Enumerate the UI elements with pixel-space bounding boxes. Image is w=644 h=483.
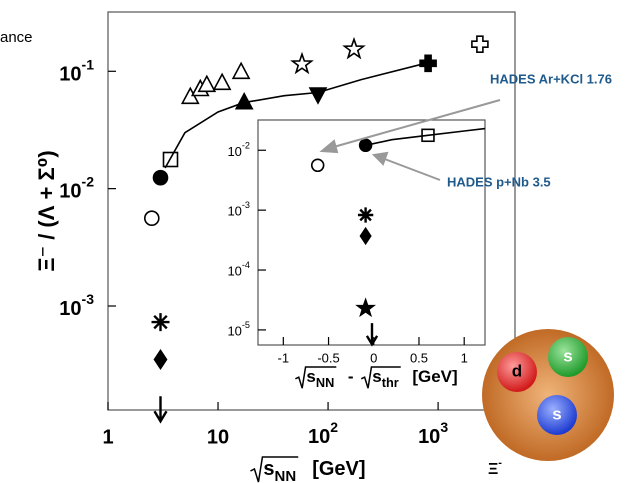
particle-diagram: d s s Ξ- xyxy=(482,329,614,478)
x-tick-label: -0.5 xyxy=(317,350,339,365)
page: { "fragment": "ance", "chart_data": [ { … xyxy=(0,0,644,483)
x-label-sub: NN xyxy=(275,468,297,483)
y-tick-label: 10-3 xyxy=(59,291,94,321)
x-axis-label: [GeV] xyxy=(412,367,457,386)
x-axis-label: sNN xyxy=(263,458,296,483)
figure: ance 10-310-210-1110102103sNN[GeV]Ξ⁻ / (… xyxy=(0,0,644,483)
tick-base: 10 xyxy=(418,426,440,448)
tick-base: 10 xyxy=(227,264,241,279)
particle-label: Ξ- xyxy=(488,457,502,478)
annotation: HADES p+Nb 3.5 xyxy=(447,174,551,189)
y-tick-label: 10-2 xyxy=(59,173,94,203)
x-tick-label: 1 xyxy=(102,426,113,448)
x-tick-label: 1 xyxy=(461,350,468,365)
y-tick-label: 10-1 xyxy=(59,56,94,86)
x-label-text: [GeV] xyxy=(412,367,457,386)
tick-exponent: -2 xyxy=(242,141,250,151)
x-tick-label: -1 xyxy=(278,350,290,365)
x-tick-label: 103 xyxy=(418,419,448,449)
tick-base: 10 xyxy=(227,204,241,219)
x-label-text: - xyxy=(348,367,354,386)
baryon xyxy=(482,329,614,461)
x-label-text: s xyxy=(263,458,274,480)
tick-base: 10 xyxy=(59,181,81,203)
tick-exponent: 2 xyxy=(330,419,338,435)
quark-label: s xyxy=(552,404,561,423)
x-axis-label: - xyxy=(348,367,354,386)
tick-base: 10 xyxy=(59,64,81,86)
quark-label: s xyxy=(563,346,572,365)
tick-base: 10 xyxy=(227,324,241,339)
annotation: HADES Ar+KCl 1.76 xyxy=(490,71,612,86)
x-tick-label: 10 xyxy=(207,426,229,448)
x-label-sub: thr xyxy=(382,375,399,390)
x-label-text: [GeV] xyxy=(312,458,365,480)
tick-exponent: -3 xyxy=(82,291,95,307)
cropped-text: ance xyxy=(0,29,33,46)
particle-charge: - xyxy=(498,457,502,469)
marker-circle xyxy=(312,159,324,171)
x-tick-label: 0 xyxy=(370,350,377,365)
plot-frame xyxy=(258,120,485,345)
marker-circle xyxy=(154,171,168,185)
tick-exponent: -2 xyxy=(82,173,95,189)
x-tick-label: 0.5 xyxy=(410,350,428,365)
tick-exponent: -1 xyxy=(82,56,95,72)
tick-exponent: -4 xyxy=(242,261,250,271)
x-tick-label: 102 xyxy=(308,419,338,449)
x-label-text: s xyxy=(306,367,315,386)
x-label-text: s xyxy=(372,367,381,386)
marker-asterisk xyxy=(152,313,170,331)
x-axis-label: [GeV] xyxy=(312,458,365,480)
quark-label: d xyxy=(512,361,522,380)
tick-exponent: -5 xyxy=(242,320,250,330)
particle-symbol: Ξ xyxy=(488,461,498,478)
tick-exponent: 3 xyxy=(440,419,448,435)
tick-base: 10 xyxy=(308,426,330,448)
marker-circle xyxy=(145,211,159,225)
tick-base: 10 xyxy=(59,298,81,320)
x-label-sub: NN xyxy=(316,375,334,390)
tick-exponent: -3 xyxy=(242,201,250,211)
y-axis-label: Ξ⁻ / (Λ + Σ⁰) xyxy=(34,150,59,271)
tick-base: 10 xyxy=(227,144,241,159)
